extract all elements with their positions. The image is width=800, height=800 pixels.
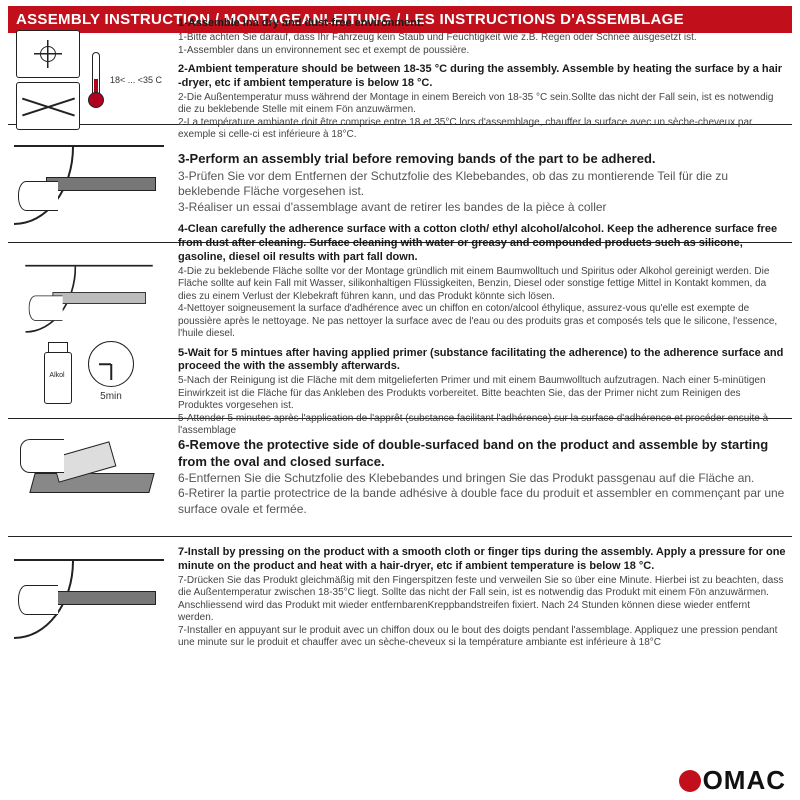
step-4-de: 4-Die zu beklebende Fläche sollte vor de… [178, 266, 786, 304]
step-row-1-2: 18< ... <35 C 1-Assemble ina dry and dus… [8, 35, 792, 125]
illustration-clean-wait: Alkol 5min [8, 243, 170, 418]
footer: OMAC [8, 763, 792, 796]
step-7-de: 7-Drücken Sie das Produkt gleichmäßig mi… [178, 575, 786, 625]
illustration-press-install [8, 537, 170, 659]
step-6-de: 6-Entfernen Sie die Schutzfolie des Kleb… [178, 471, 786, 487]
step-5-en: 5-Wait for 5 mintues after having applie… [178, 347, 786, 375]
step-5-de: 5-Nach der Reinigung ist die Fläche mit … [178, 375, 786, 413]
alcohol-label: Alkol [44, 372, 70, 379]
step-6-fr: 6-Retirer la partie protectrice de la ba… [178, 486, 786, 517]
step-7-text: 7-Install by pressing on the product wit… [170, 537, 792, 659]
temperature-range-label: 18< ... <35 C [110, 75, 162, 85]
step-row-7: 7-Install by pressing on the product wit… [8, 537, 792, 659]
step-6-text: 6-Remove the protective side of double-s… [170, 419, 792, 536]
wait-time-label: 5min [100, 391, 122, 402]
step-2-de: 2-Die Außentemperatur muss während der M… [178, 92, 786, 117]
step-4-block: 4-Clean carefully the adherence surface … [178, 223, 786, 340]
illustration-env-temp: 18< ... <35 C [8, 35, 170, 124]
step-3-de: 3-Prüfen Sie vor dem Entfernen der Schut… [178, 169, 786, 200]
step-1-2-text: 1-Assemble ina dry and dust-free environ… [170, 35, 792, 124]
illustration-peel-film [8, 419, 170, 536]
brand-text: OMAC [703, 765, 786, 796]
door-sill-icon [14, 145, 164, 223]
clock-icon [88, 341, 134, 387]
peel-film-icon [14, 433, 164, 523]
brand-dot-icon [679, 770, 701, 792]
step-2-en: 2-Ambient temperature should be between … [178, 63, 786, 91]
step-7-fr: 7-Installer en appuyant sur le produit a… [178, 625, 786, 650]
step-4-en: 4-Clean carefully the adherence surface … [178, 223, 786, 264]
step-7-en: 7-Install by pressing on the product wit… [178, 546, 786, 574]
step-1-de: 1-Bitte achten Sie darauf, dass Ihr Fahr… [178, 32, 786, 45]
illustration-trial-fit [8, 125, 170, 242]
step-6-en: 6-Remove the protective side of double-s… [178, 437, 786, 470]
sun-icon [16, 30, 80, 78]
instruction-sheet: ASSEMBLY INSTRUCTION / MONTAGEANLEITUNG … [0, 0, 800, 800]
step-4-5-text: 4-Clean carefully the adherence surface … [170, 243, 792, 418]
step-1-en: 1-Assemble ina dry and dust-free environ… [178, 17, 786, 31]
step-row-4-5: Alkol 5min 4-Clean carefully the adheren… [8, 243, 792, 419]
thermometer-icon [86, 52, 104, 108]
step-1-fr: 1-Assembler dans un environnement sec et… [178, 45, 786, 58]
step-4-fr: 4-Nettoyer soigneusement la surface d'ad… [178, 303, 786, 341]
brand-logo: OMAC [679, 765, 786, 796]
step-row-6: 6-Remove the protective side of double-s… [8, 419, 792, 537]
alcohol-bottle-icon: Alkol [44, 342, 70, 402]
steps-container: 18< ... <35 C 1-Assemble ina dry and dus… [8, 35, 792, 763]
step-1-block: 1-Assemble ina dry and dust-free environ… [178, 17, 786, 57]
clean-surface-icon [25, 265, 153, 331]
no-moisture-icon [16, 82, 80, 130]
press-product-icon [14, 559, 164, 637]
step-3-en: 3-Perform an assembly trial before remov… [178, 151, 786, 167]
step-3-fr: 3-Réaliser un essai d'assemblage avant d… [178, 200, 786, 216]
